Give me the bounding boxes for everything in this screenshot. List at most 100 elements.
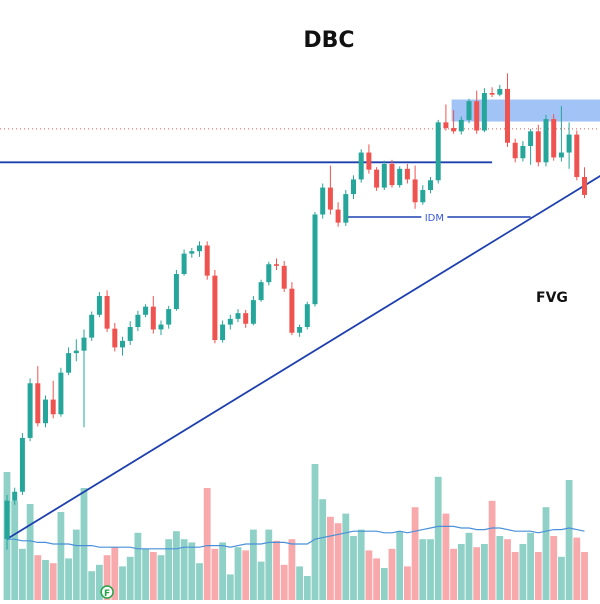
volume-bar	[26, 504, 34, 600]
fvg-label: FVG	[536, 290, 568, 306]
volume-bar	[334, 523, 342, 600]
candle-body	[73, 350, 79, 354]
candle-body	[220, 324, 226, 341]
candle-body	[443, 122, 449, 129]
volume-bar	[327, 516, 334, 600]
volume-bar	[442, 513, 450, 600]
volume-bar	[488, 500, 496, 600]
candle-body	[127, 327, 133, 341]
volume-bar	[288, 539, 296, 600]
candle-body	[50, 399, 56, 415]
candle-body	[227, 318, 233, 325]
volume-bar	[257, 561, 265, 600]
candle-body	[474, 101, 480, 131]
candle-body	[166, 309, 172, 325]
candle-body	[366, 152, 372, 170]
candle-body	[489, 93, 495, 95]
candle-body	[551, 119, 557, 158]
volume-bar	[119, 566, 126, 600]
volume-bar	[434, 476, 442, 600]
volume-bar	[219, 542, 226, 600]
candle-body	[12, 491, 18, 501]
candle-body	[528, 131, 534, 146]
volume-bar	[342, 513, 350, 600]
volume-bar	[519, 544, 527, 600]
candle-body	[158, 324, 164, 330]
volume-bar	[573, 537, 581, 600]
idm-label: IDM	[425, 213, 444, 224]
volume-bar	[157, 555, 165, 600]
candle-body	[297, 327, 303, 333]
trendline	[6, 175, 600, 540]
candle-body	[43, 399, 48, 424]
candle-body	[481, 93, 487, 131]
volume-bar	[311, 464, 319, 600]
candle-body	[404, 168, 410, 180]
volume-bar	[196, 563, 203, 600]
volume-bar	[19, 548, 26, 600]
volume-bar	[103, 555, 111, 600]
candle-body	[397, 168, 403, 186]
volume-bar	[80, 488, 88, 600]
volume-bar	[57, 512, 65, 600]
volume-bar	[226, 574, 234, 600]
candle-body	[281, 265, 287, 289]
volume-bar	[581, 552, 588, 600]
candle-body	[428, 180, 433, 191]
volume-bar	[542, 507, 550, 600]
candle-body	[243, 313, 249, 324]
volume-bar	[534, 552, 542, 600]
volume-bar	[550, 536, 558, 600]
volume-bar	[234, 547, 242, 600]
candle-body	[320, 187, 326, 215]
volume-bar	[273, 540, 280, 600]
volume-bar	[419, 539, 427, 600]
volume-bar	[42, 560, 49, 600]
volume-bar	[265, 529, 273, 600]
volume-bar	[96, 564, 103, 600]
volume-bar	[565, 480, 573, 600]
volume-bar	[496, 536, 504, 600]
volume-bar	[388, 548, 396, 600]
candle-body	[266, 264, 272, 283]
volume-bar	[365, 550, 373, 600]
volume-bar	[303, 576, 311, 600]
volume-bar	[34, 555, 42, 600]
event-marker	[100, 585, 114, 599]
volume-bar	[250, 529, 257, 600]
candle-body	[181, 253, 187, 275]
volume-layer	[3, 464, 588, 600]
candle-body	[435, 122, 441, 181]
candle-body	[19, 437, 25, 492]
volume-bar	[404, 566, 411, 600]
candle-body	[520, 146, 526, 159]
candle-body	[535, 131, 541, 163]
volume-bar	[558, 556, 565, 600]
candle-body	[451, 128, 457, 132]
candle-body	[543, 119, 549, 163]
candle-body	[497, 88, 503, 95]
candle-body	[173, 274, 179, 310]
volume-bar	[296, 566, 303, 600]
candle-body	[558, 152, 564, 158]
volume-bar	[350, 536, 357, 600]
volume-bar	[165, 539, 173, 600]
volume-bar	[65, 558, 72, 600]
candle-body	[358, 152, 364, 180]
volume-bar	[180, 539, 188, 600]
volume-bar	[527, 532, 534, 600]
candle-body	[104, 296, 110, 329]
volume-bar	[450, 548, 457, 600]
candle-body	[120, 340, 125, 348]
volume-bar	[134, 532, 142, 600]
candle-body	[335, 209, 341, 223]
candle-body	[250, 300, 256, 324]
candle-body	[112, 328, 118, 348]
candle-body	[235, 313, 241, 319]
candle-body	[412, 179, 418, 203]
candle-body	[274, 264, 279, 266]
volume-bar	[126, 556, 134, 600]
volume-bar	[373, 558, 380, 600]
candle-body	[420, 190, 426, 203]
